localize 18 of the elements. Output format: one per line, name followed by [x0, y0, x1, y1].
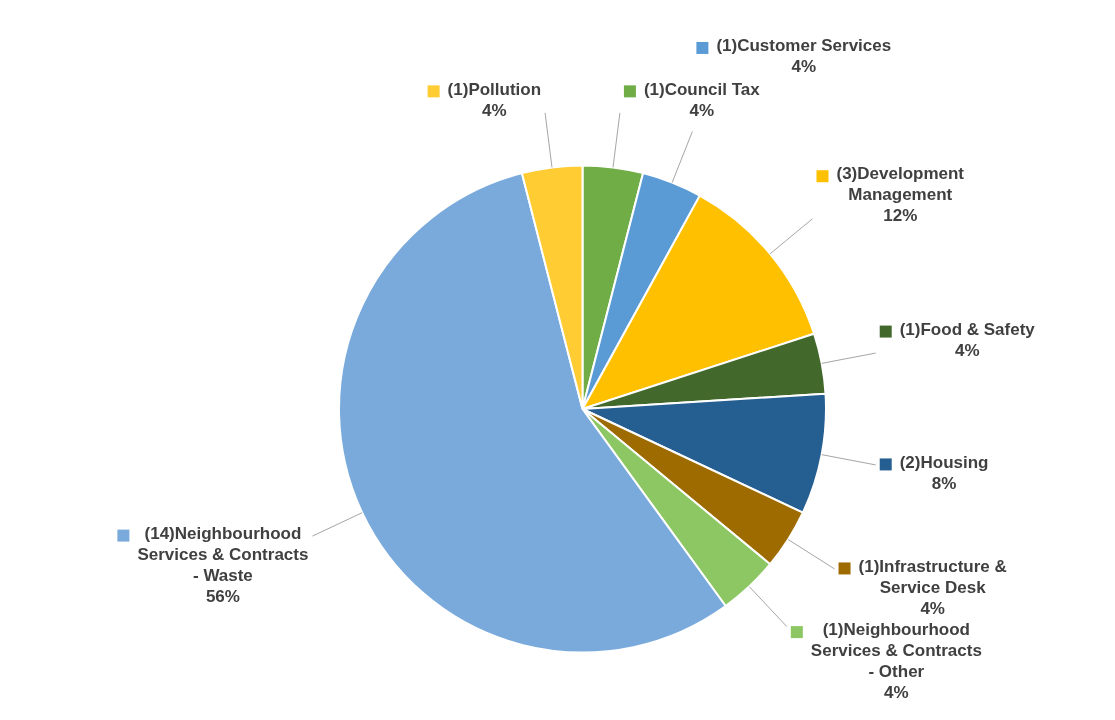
data-label: 8% — [931, 473, 957, 493]
legend-label: (1)Pollution — [447, 79, 542, 99]
legend-label: (2)Housing — [899, 452, 989, 472]
legend-label: (3)Development Management — [836, 164, 965, 205]
data-label: 12% — [883, 206, 918, 226]
data-label: 4% — [920, 598, 945, 618]
legend-label: (14)Neighbourhood Services & Contracts - Waste — [137, 523, 309, 585]
data-label: 4% — [954, 340, 980, 360]
legend-label: (1)Neighbourhood Services & Contracts - Other — [810, 620, 982, 682]
data-label: 4% — [884, 683, 909, 703]
legend-label: (1)Infrastructure & Service Desk — [858, 556, 1007, 597]
legend-label: (1)Food & Safety — [899, 319, 1036, 339]
data-label: 4% — [482, 100, 507, 120]
legend-label: (1)Council Tax — [643, 79, 761, 99]
data-label: 4% — [689, 100, 715, 120]
data-label: 4% — [791, 57, 817, 77]
data-label: 56% — [205, 586, 240, 606]
legend-label: (1)Customer Services — [716, 36, 892, 56]
